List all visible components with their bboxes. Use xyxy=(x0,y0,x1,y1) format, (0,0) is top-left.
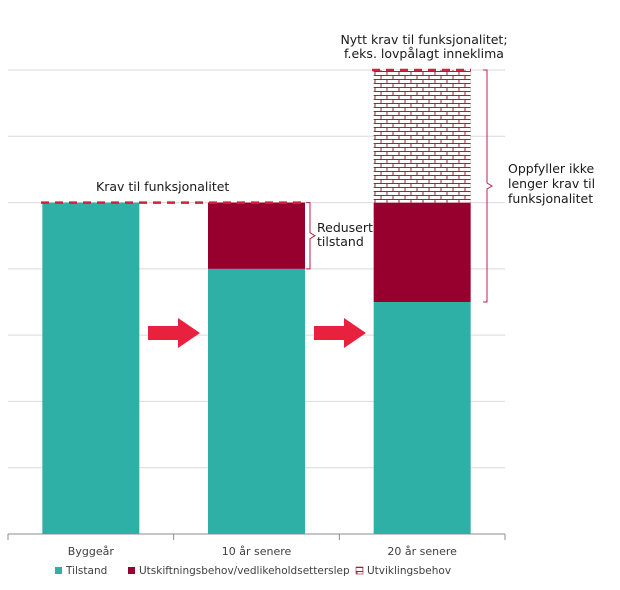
annotation-nytt-krav-1: Nytt krav til funksjonalitet; xyxy=(340,32,507,47)
annotation-nytt-krav-2: f.eks. lovpålagt inneklima xyxy=(344,46,504,61)
legend-label-1: Tilstand xyxy=(65,565,107,577)
bar-2-2 xyxy=(208,202,305,269)
arrow-1 xyxy=(148,318,200,348)
bracket-redusert xyxy=(306,202,316,270)
x-tick-label-3: 20 år senere xyxy=(387,545,457,558)
legend-swatch-1 xyxy=(55,567,62,574)
bar-1-2 xyxy=(208,268,305,534)
annotation-oppfyller-3: funksjonalitet xyxy=(508,191,593,206)
annotation-oppfyller-2: lenger krav til xyxy=(508,176,595,191)
arrow-2 xyxy=(314,318,366,348)
annotation-redusert-2: tilstand xyxy=(317,234,364,249)
x-tick-label-2: 10 år senere xyxy=(222,545,292,558)
annotation-redusert-1: Redusert xyxy=(317,220,373,235)
bracket-oppfyller xyxy=(483,69,493,303)
legend-swatch-3 xyxy=(355,566,364,575)
bar-1-3 xyxy=(373,302,471,534)
annotation-oppfyller-1: Oppfyller ikke xyxy=(508,161,595,176)
legend-label-2: Utskiftningsbehov/vedlikeholdsetterslep xyxy=(139,565,350,577)
x-tick-label-1: Byggeår xyxy=(68,545,115,558)
annotation-krav: Krav til funksjonalitet xyxy=(96,179,229,194)
bar-3-3 xyxy=(373,70,471,203)
bar-1-1 xyxy=(42,202,140,535)
bar-2-3 xyxy=(373,202,471,302)
legend-swatch-2 xyxy=(128,567,135,574)
legend-label-3: Utviklingsbehov xyxy=(367,565,451,577)
